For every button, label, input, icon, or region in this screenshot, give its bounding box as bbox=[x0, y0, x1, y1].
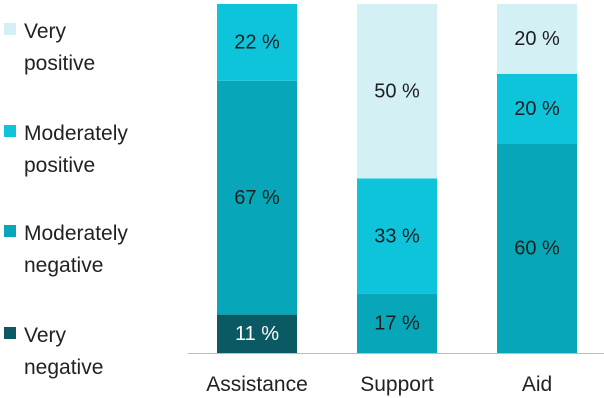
legend-swatch-very-positive bbox=[4, 23, 16, 35]
data-label-aid-very-positive: 20 % bbox=[514, 28, 560, 50]
data-label-support-moderately-positive: 33 % bbox=[374, 225, 420, 247]
legend-swatch-very-negative bbox=[4, 327, 16, 339]
data-label-support-very-positive: 50 % bbox=[374, 81, 420, 103]
data-label-support-moderately-negative: 17 % bbox=[374, 313, 420, 335]
bar-support-moderately-negative bbox=[357, 293, 437, 353]
bar-aid-moderately-positive bbox=[497, 73, 577, 144]
legend-label-very-positive: Very positive bbox=[24, 20, 95, 75]
bar-assistance-very-negative bbox=[217, 314, 297, 353]
data-label-assistance-moderately-negative: 67 % bbox=[234, 187, 280, 209]
legend-label-very-negative: Very negative bbox=[24, 324, 103, 379]
x-tick-label-aid: Aid bbox=[522, 373, 552, 396]
bar-aid-very-positive bbox=[497, 4, 577, 74]
bar-assistance-moderately-negative bbox=[217, 80, 297, 315]
data-label-aid-moderately-positive: 20 % bbox=[514, 98, 560, 120]
legend: Very positive Moderately positive Moderately… bbox=[4, 20, 128, 379]
legend-label-moderately-negative: Moderately negative bbox=[24, 222, 128, 277]
legend-swatch-moderately-negative bbox=[4, 225, 16, 237]
bar-aid-moderately-negative bbox=[497, 143, 577, 353]
x-tick-label-support: Support bbox=[360, 373, 434, 396]
plot-area: 11 % 67 % 22 % 17 % 33 % 50 % 60 % 20 % 20 % bbox=[217, 4, 577, 353]
x-axis-tick-labels: Assistance Support Aid bbox=[206, 373, 552, 396]
bar-support-very-positive bbox=[357, 4, 437, 179]
x-tick-label-assistance: Assistance bbox=[206, 373, 308, 396]
legend-label-moderately-positive: Moderately positive bbox=[24, 122, 128, 177]
bar-assistance-moderately-positive bbox=[217, 4, 297, 81]
data-label-assistance-very-negative: 11 % bbox=[235, 323, 279, 345]
data-label-aid-moderately-negative: 60 % bbox=[514, 238, 560, 260]
legend-swatch-moderately-positive bbox=[4, 125, 16, 137]
data-label-assistance-moderately-positive: 22 % bbox=[234, 32, 280, 54]
bar-support-moderately-positive bbox=[357, 178, 437, 294]
